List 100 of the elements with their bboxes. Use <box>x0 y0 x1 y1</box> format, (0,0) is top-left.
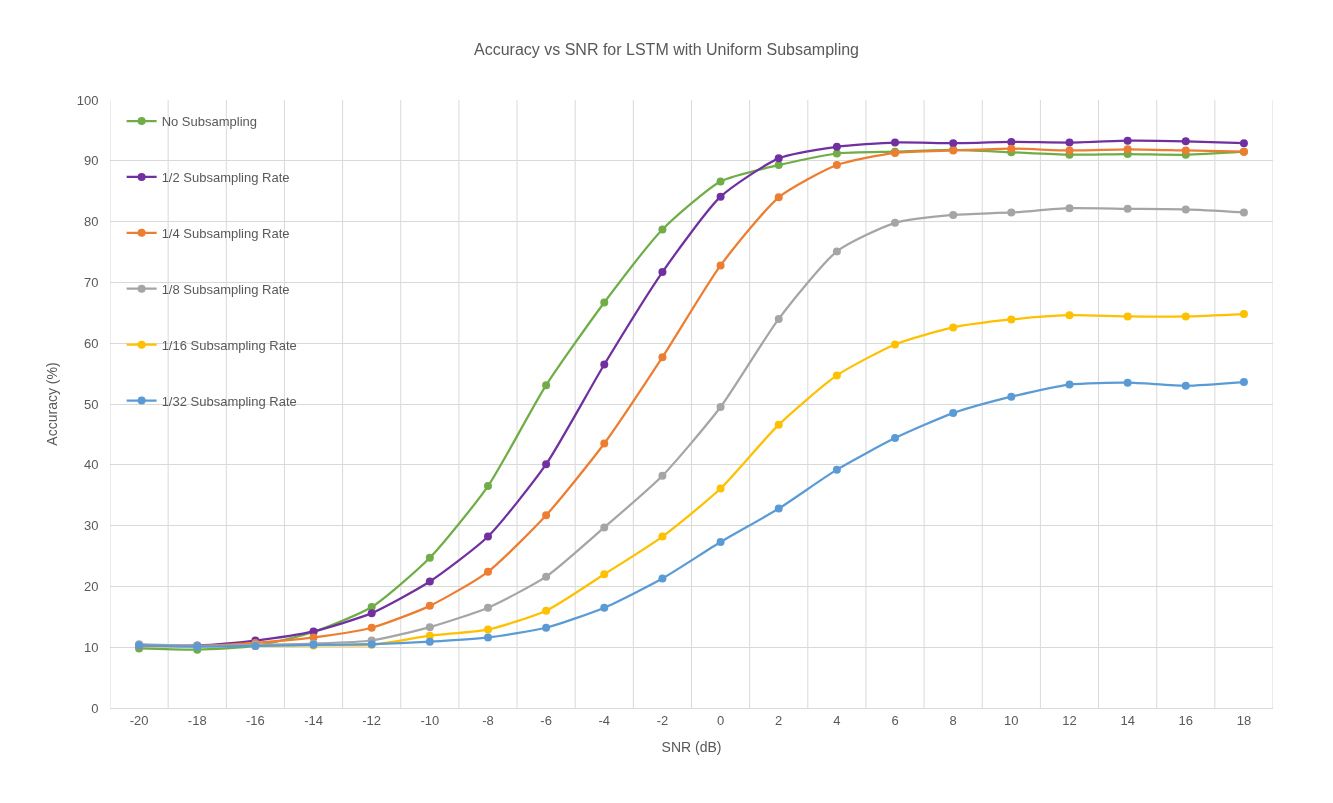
point <box>1065 146 1074 155</box>
point <box>891 138 900 147</box>
point <box>542 572 551 581</box>
y-tick-label: 0 <box>91 700 99 716</box>
point <box>600 439 609 448</box>
point <box>658 471 667 480</box>
legend-label: No Subsampling <box>161 114 258 130</box>
point <box>658 353 667 362</box>
x-tick-label: -2 <box>656 712 669 728</box>
point <box>542 381 551 390</box>
point <box>542 460 551 469</box>
point <box>716 484 725 493</box>
y-tick-label: 40 <box>83 457 99 473</box>
point <box>832 142 841 151</box>
point <box>600 570 609 579</box>
point <box>1181 381 1190 390</box>
point <box>832 465 841 474</box>
y-tick-label: 100 <box>76 92 99 108</box>
point <box>600 298 609 307</box>
point <box>1123 312 1132 321</box>
point <box>367 623 376 632</box>
point <box>832 371 841 380</box>
point <box>716 261 725 270</box>
point <box>949 139 958 148</box>
point <box>1065 311 1074 320</box>
point <box>1007 392 1016 401</box>
point <box>774 154 783 163</box>
x-tick-label: -14 <box>304 712 323 728</box>
legend-label: 1/16 Subsampling Rate <box>161 337 297 353</box>
x-tick-label: 4 <box>833 712 841 728</box>
point <box>1181 205 1190 214</box>
point <box>1065 204 1074 213</box>
point <box>774 314 783 323</box>
y-tick-label: 70 <box>83 274 99 290</box>
point <box>949 323 958 332</box>
point <box>600 603 609 612</box>
point <box>425 553 434 562</box>
point <box>658 574 667 583</box>
x-tick-label: -6 <box>540 712 552 728</box>
point <box>425 623 434 632</box>
y-axis-title: Accuracy (%) <box>44 362 61 446</box>
point <box>716 538 725 547</box>
legend-label: 1/8 Subsampling Rate <box>161 281 290 297</box>
point <box>1007 315 1016 324</box>
legend-label: 1/32 Subsampling Rate <box>161 393 297 409</box>
point <box>1007 137 1016 146</box>
point <box>1065 138 1074 147</box>
point <box>1123 204 1132 213</box>
y-tick-label: 10 <box>83 639 99 655</box>
point <box>425 577 434 586</box>
point <box>1007 144 1016 153</box>
point <box>367 609 376 618</box>
point <box>658 225 667 234</box>
point <box>774 504 783 513</box>
point <box>600 360 609 369</box>
point <box>1007 208 1016 217</box>
point <box>1181 137 1190 146</box>
x-tick-label: -8 <box>482 712 494 728</box>
point <box>716 403 725 412</box>
point <box>774 420 783 429</box>
point <box>774 193 783 202</box>
point <box>425 601 434 610</box>
point <box>483 482 492 491</box>
y-tick-label: 30 <box>83 518 99 534</box>
point <box>716 192 725 201</box>
point <box>483 603 492 612</box>
x-tick-label: 2 <box>775 712 783 728</box>
point <box>600 523 609 532</box>
point <box>832 149 841 158</box>
x-tick-label: 10 <box>1004 712 1019 728</box>
x-tick-label: -16 <box>245 712 265 728</box>
legend-label: 1/4 Subsampling Rate <box>161 225 290 241</box>
point <box>716 177 725 186</box>
point <box>542 511 551 520</box>
x-tick-label: -10 <box>420 712 440 728</box>
point <box>1239 310 1248 319</box>
x-tick-label: -4 <box>598 712 611 728</box>
point <box>1065 380 1074 389</box>
chart-title: Accuracy vs SNR for LSTM with Uniform Subsampling <box>474 41 859 59</box>
x-tick-label: -18 <box>187 712 207 728</box>
x-tick-label: -12 <box>362 712 382 728</box>
point <box>425 637 434 646</box>
point <box>1181 146 1190 155</box>
point <box>658 268 667 277</box>
x-tick-label: 14 <box>1120 712 1135 728</box>
y-tick-label: 20 <box>83 578 99 594</box>
point <box>774 161 783 170</box>
x-tick-label: -20 <box>129 712 149 728</box>
point <box>658 532 667 541</box>
point <box>891 340 900 349</box>
point <box>1239 139 1248 148</box>
y-tick-label: 90 <box>83 153 99 169</box>
point <box>483 633 492 642</box>
point <box>949 409 958 418</box>
x-tick-label: 18 <box>1236 712 1252 728</box>
y-tick-label: 60 <box>83 335 99 351</box>
x-tick-label: 12 <box>1062 712 1077 728</box>
legend-label: 1/2 Subsampling Rate <box>161 170 290 185</box>
point <box>1239 378 1248 387</box>
point <box>1123 136 1132 145</box>
